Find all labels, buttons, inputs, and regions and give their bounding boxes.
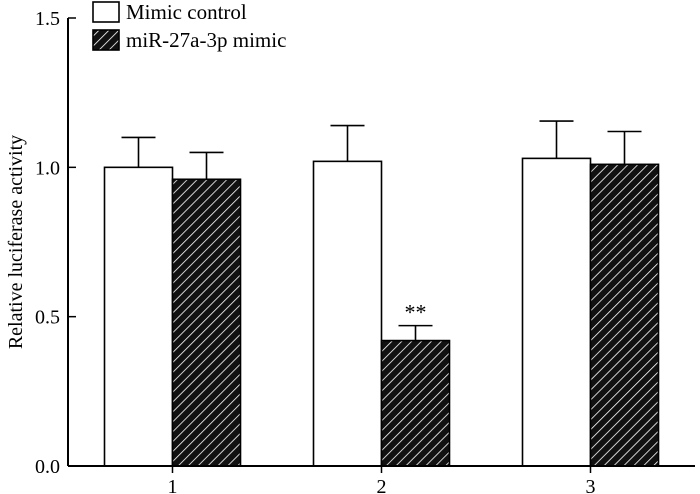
x-tick-label: 3 xyxy=(586,476,596,494)
y-tick-label: 1.0 xyxy=(35,157,60,179)
y-tick-label: 1.5 xyxy=(35,8,60,30)
legend-swatch xyxy=(92,29,120,51)
bar-control-1 xyxy=(103,166,174,467)
y-tick-label: 0.0 xyxy=(35,456,60,478)
bar-mimic-2 xyxy=(380,339,451,467)
x-tick-label: 1 xyxy=(168,476,178,494)
bar-control-2 xyxy=(312,160,383,467)
y-axis-label: Relative luciferase activity xyxy=(5,135,27,349)
bar-mimic-3 xyxy=(589,163,660,467)
bar-mimic-1 xyxy=(171,178,242,467)
legend-label: miR-27a-3p mimic xyxy=(126,28,286,52)
plot-area: 0.0 0.5 1.0 1.5 1 2 3 ** Mimic control miR-27a-3p… xyxy=(35,0,695,494)
legend-swatch xyxy=(92,1,120,23)
significance-annotation: ** xyxy=(405,300,427,325)
x-tick-label: 2 xyxy=(377,476,387,494)
legend-label: Mimic control xyxy=(126,0,247,24)
y-tick-label: 0.5 xyxy=(35,307,60,329)
bar-control-3 xyxy=(521,157,592,467)
